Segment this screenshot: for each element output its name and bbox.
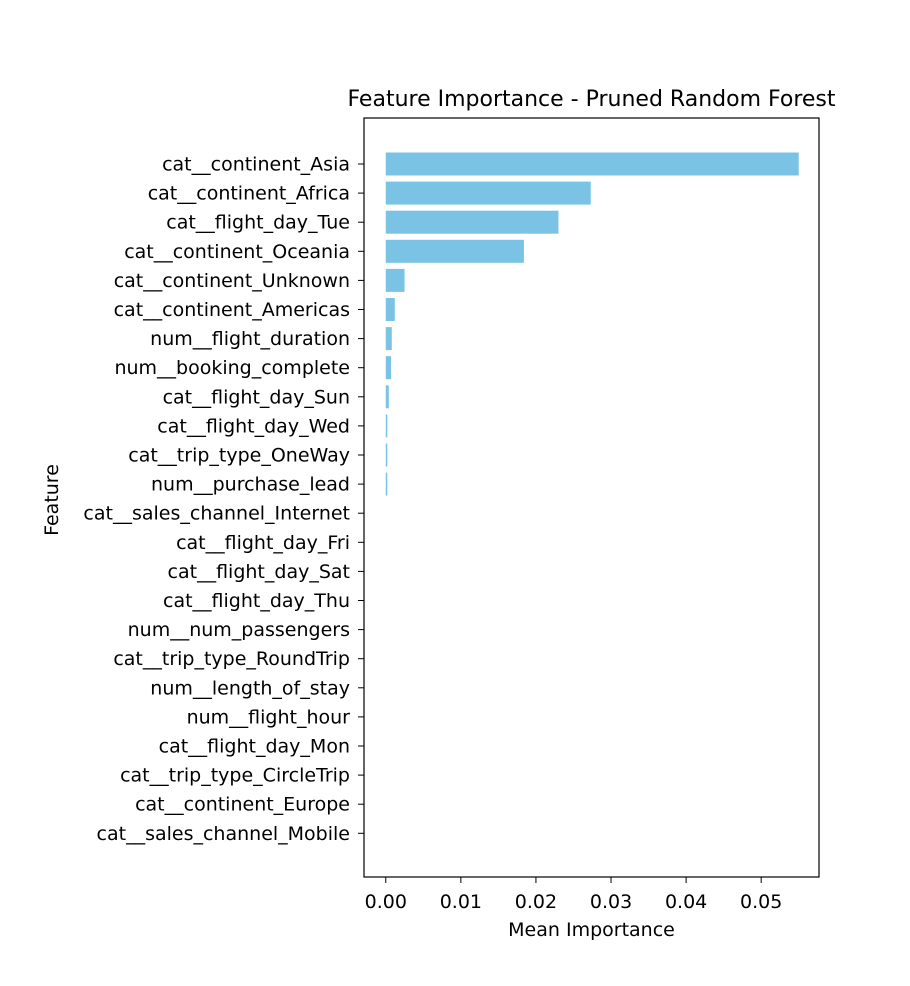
bar: [385, 356, 392, 380]
x-axis: 0.00 0.01 0.02 0.03 0.04 0.05: [365, 877, 782, 913]
x-tick-label: 0.04: [665, 891, 707, 913]
y-tick-label: cat__flight_day_Sat: [168, 561, 350, 583]
plot-frame: [363, 117, 820, 878]
y-tick-label: cat__continent_Americas: [114, 299, 350, 321]
x-tick-label: 0.01: [440, 891, 482, 913]
bar: [385, 443, 388, 467]
x-tick-label: 0.02: [515, 891, 557, 913]
y-tick-label: cat__flight_day_Fri: [176, 532, 350, 554]
y-tick-label: cat__sales_channel_Internet: [83, 503, 350, 525]
y-tick-label: cat__sales_channel_Mobile: [97, 823, 350, 845]
y-tick-label: num__length_of_stay: [150, 677, 350, 699]
y-tick-label: cat__trip_type_OneWay: [128, 445, 350, 467]
bar: [385, 298, 395, 321]
y-tick-label: num__purchase_lead: [151, 474, 350, 496]
y-tick-label: cat__flight_day_Sun: [163, 386, 350, 408]
y-tick-label: cat__flight_day_Tue: [166, 212, 350, 234]
y-tick-label: cat__continent_Africa: [148, 183, 350, 205]
bars-group: [385, 152, 799, 496]
y-tick-label: num__flight_duration: [150, 328, 350, 350]
y-axis: cat__continent_Asia cat__continent_Africa…: [83, 154, 364, 845]
y-tick-label: cat__flight_day_Mon: [159, 736, 350, 758]
bar: [385, 239, 524, 263]
y-tick-label: cat__continent_Unknown: [114, 270, 350, 292]
y-tick-label: cat__flight_day_Thu: [163, 590, 350, 612]
y-tick-label: num__booking_complete: [114, 357, 350, 379]
y-tick-label: cat__flight_day_Wed: [157, 415, 350, 437]
y-tick-label: num__num_passengers: [128, 619, 350, 641]
y-tick-label: cat__continent_Europe: [135, 794, 350, 816]
x-tick-label: 0.05: [740, 891, 782, 913]
y-tick-label: cat__continent_Oceania: [124, 241, 350, 263]
x-axis-label: Mean Importance: [508, 919, 675, 941]
bar: [385, 472, 388, 496]
bar: [385, 181, 591, 205]
chart-title: Feature Importance - Pruned Random Fores…: [347, 87, 835, 112]
y-tick-label: cat__trip_type_RoundTrip: [113, 648, 350, 670]
x-tick-label: 0.00: [365, 891, 407, 913]
y-tick-label: num__flight_hour: [187, 706, 351, 728]
bar: [385, 152, 799, 176]
bar: [385, 327, 392, 351]
y-tick-label: cat__trip_type_CircleTrip: [120, 765, 350, 787]
bar: [385, 268, 405, 292]
y-axis-label: Feature: [41, 464, 63, 536]
bar: [385, 210, 559, 234]
bar: [385, 385, 389, 409]
bar: [385, 414, 388, 438]
y-tick-label: cat__continent_Asia: [162, 154, 350, 176]
x-tick-label: 0.03: [590, 891, 632, 913]
